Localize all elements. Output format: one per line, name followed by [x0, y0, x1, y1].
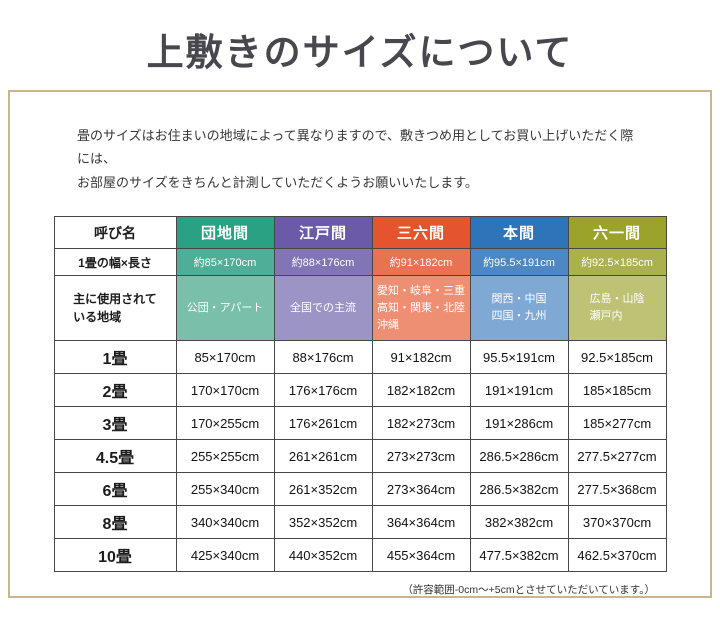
row-label-4-5jo: 4.5畳: [53, 439, 177, 474]
table-row-8jo: 8畳 340×340cm 352×352cm 364×364cm 382×382…: [53, 505, 667, 540]
row-label-region: 主に使用されて いる地域: [53, 275, 177, 342]
cell-region-sanrokuma-text: 愛知・岐阜・三重 高知・関東・北陸 沖縄: [377, 284, 465, 331]
table-row-2jo: 2畳 170×170cm 176×176cm 182×182cm 191×191…: [53, 373, 667, 408]
table-row-1jo: 1畳 85×170cm 88×176cm 91×182cm 95.5×191cm…: [53, 340, 667, 375]
cell-value: 370×370cm: [567, 505, 667, 540]
cell-region-danchima-text: 公団・アパート: [186, 301, 264, 314]
row-label-1jo: 1畳: [53, 340, 177, 375]
tatami-size-table: 呼び名 団地間 江戸間 三六間 本間 六一間 1畳の幅×長さ 約85×170cm…: [53, 216, 667, 573]
cell-value: 95.5×191cm: [469, 340, 569, 375]
cell-value: 286.5×286cm: [469, 439, 569, 474]
table-row-3jo: 3畳 170×255cm 176×261cm 182×273cm 191×286…: [53, 406, 667, 441]
page-title: 上敷きのサイズについて: [146, 30, 574, 74]
cell-value: 477.5×382cm: [469, 538, 569, 573]
cell-region-edoma-text: 全国での主流: [290, 301, 356, 314]
cell-value: 176×261cm: [273, 406, 373, 441]
column-header-edoma: 江戸間: [273, 216, 373, 250]
cell-value: 191×191cm: [469, 373, 569, 408]
column-header-honma: 本間: [469, 216, 569, 250]
cell-width-honma: 約95.5×191cm: [469, 248, 569, 277]
cell-value: 277.5×277cm: [567, 439, 667, 474]
cell-value: 88×176cm: [273, 340, 373, 375]
row-label-2jo: 2畳: [53, 373, 177, 408]
cell-value: 277.5×368cm: [567, 472, 667, 507]
cell-width-edoma: 約88×176cm: [273, 248, 373, 277]
cell-value: 273×364cm: [371, 472, 471, 507]
row-label-width: 1畳の幅×長さ: [53, 248, 177, 277]
cell-region-honma: 関西・中国 四国・九州: [469, 275, 569, 342]
cell-value: 352×352cm: [273, 505, 373, 540]
cell-value: 92.5×185cm: [567, 340, 667, 375]
column-header-rokuichima: 六一間: [567, 216, 667, 250]
cell-value: 261×261cm: [273, 439, 373, 474]
table-width-row: 1畳の幅×長さ 約85×170cm 約88×176cm 約91×182cm 約9…: [53, 248, 667, 277]
table-row-6jo: 6畳 255×340cm 261×352cm 273×364cm 286.5×3…: [53, 472, 667, 507]
row-label-region-text: 主に使用されて いる地域: [73, 292, 157, 325]
cell-value: 261×352cm: [273, 472, 373, 507]
cell-value: 91×182cm: [371, 340, 471, 375]
row-label-8jo: 8畳: [53, 505, 177, 540]
table-region-row: 主に使用されて いる地域 公団・アパート 全国での主流 愛知・岐阜・三重 高知・…: [53, 275, 667, 342]
cell-value: 170×170cm: [175, 373, 275, 408]
cell-value: 273×273cm: [371, 439, 471, 474]
cell-value: 255×255cm: [175, 439, 275, 474]
content-frame: 畳のサイズはお住まいの地域によって異なりますので、敷きつめ用としてお買い上げいた…: [8, 90, 712, 598]
cell-value: 364×364cm: [371, 505, 471, 540]
cell-value: 425×340cm: [175, 538, 275, 573]
cell-region-edoma: 全国での主流: [273, 275, 373, 342]
cell-value: 462.5×370cm: [567, 538, 667, 573]
column-header-danchima: 団地間: [175, 216, 275, 250]
table-row-4-5jo: 4.5畳 255×255cm 261×261cm 273×273cm 286.5…: [53, 439, 667, 474]
cell-value: 286.5×382cm: [469, 472, 569, 507]
cell-region-sanrokuma: 愛知・岐阜・三重 高知・関東・北陸 沖縄: [371, 275, 471, 342]
cell-value: 455×364cm: [371, 538, 471, 573]
cell-value: 85×170cm: [175, 340, 275, 375]
row-label-3jo: 3畳: [53, 406, 177, 441]
cell-width-rokuichima: 約92.5×185cm: [567, 248, 667, 277]
row-label-6jo: 6畳: [53, 472, 177, 507]
cell-region-danchima: 公団・アパート: [175, 275, 275, 342]
cell-value: 170×255cm: [175, 406, 275, 441]
cell-value: 340×340cm: [175, 505, 275, 540]
row-label-10jo: 10畳: [53, 538, 177, 573]
cell-width-sanrokuma: 約91×182cm: [371, 248, 471, 277]
tolerance-footnote: （許容範囲-0cm～+5cmとさせていただいています。）: [402, 584, 655, 597]
intro-text: 畳のサイズはお住まいの地域によって異なりますので、敷きつめ用としてお買い上げいた…: [77, 128, 634, 190]
cell-region-rokuichima-text: 広島・山陰 瀬戸内: [589, 293, 645, 323]
cell-value: 440×352cm: [273, 538, 373, 573]
cell-value: 185×185cm: [567, 373, 667, 408]
cell-value: 255×340cm: [175, 472, 275, 507]
cell-value: 382×382cm: [469, 505, 569, 540]
header-label-yobina: 呼び名: [53, 216, 177, 250]
cell-value: 182×182cm: [371, 373, 471, 408]
cell-region-honma-text: 関西・中国 四国・九州: [491, 293, 547, 323]
table-row-10jo: 10畳 425×340cm 440×352cm 455×364cm 477.5×…: [53, 538, 667, 573]
cell-value: 185×277cm: [567, 406, 667, 441]
cell-value: 182×273cm: [371, 406, 471, 441]
cell-region-rokuichima: 広島・山陰 瀬戸内: [567, 275, 667, 342]
table-header-row: 呼び名 団地間 江戸間 三六間 本間 六一間: [53, 216, 667, 250]
cell-value: 191×286cm: [469, 406, 569, 441]
cell-width-danchima: 約85×170cm: [175, 248, 275, 277]
cell-value: 176×176cm: [273, 373, 373, 408]
column-header-sanrokuma: 三六間: [371, 216, 471, 250]
